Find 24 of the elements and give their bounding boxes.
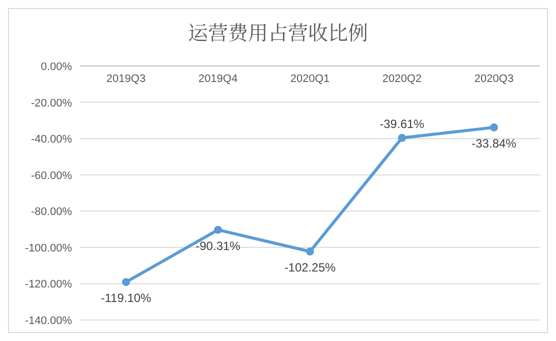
y-tick-label: -140.00%	[24, 315, 72, 327]
data-label: -33.84%	[472, 136, 517, 150]
x-tick-label: 2020Q3	[474, 73, 514, 85]
y-tick-label: -20.00%	[31, 97, 72, 110]
point	[306, 248, 314, 256]
x-tick-label: 2019Q3	[106, 73, 146, 85]
y-tick-label: -60.00%	[31, 170, 72, 182]
y-tick-label: -80.00%	[31, 206, 72, 218]
point	[214, 226, 222, 234]
point	[122, 278, 130, 286]
data-label: -102.25%	[284, 260, 336, 275]
point	[398, 134, 406, 142]
y-tick-label: 0.00%	[40, 61, 72, 73]
data-label: -119.10%	[100, 291, 152, 306]
y-tick-label: -100.00%	[24, 242, 72, 254]
x-tick-label: 2020Q2	[382, 73, 422, 85]
data-label: -90.31%	[196, 238, 241, 253]
point	[490, 123, 498, 132]
x-tick-label: 2020Q1	[290, 73, 330, 85]
chart-title: 运营费用占营收比例	[188, 17, 368, 46]
x-tick-label: 2019Q4	[198, 73, 238, 85]
data-label: -39.61%	[380, 116, 425, 131]
y-tick-label: -40.00%	[31, 134, 72, 146]
y-tick-label: -120.00%	[24, 278, 72, 291]
